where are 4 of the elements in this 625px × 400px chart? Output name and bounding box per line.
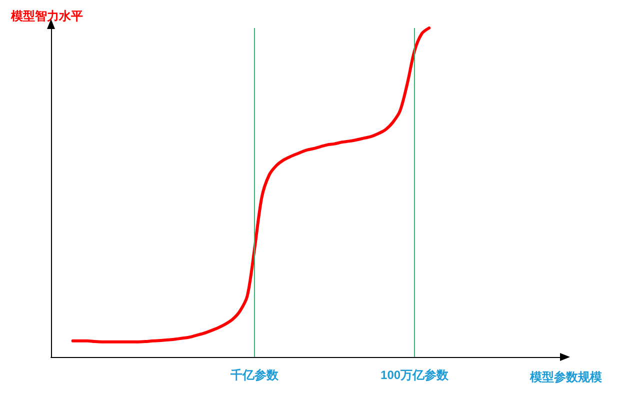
x-axis-title: 模型参数规模 (529, 370, 602, 384)
x-tick-label: 千亿参数 (230, 368, 280, 382)
y-axis-title: 模型智力水平 (10, 9, 83, 23)
x-tick-label: 100万亿参数 (380, 368, 450, 382)
